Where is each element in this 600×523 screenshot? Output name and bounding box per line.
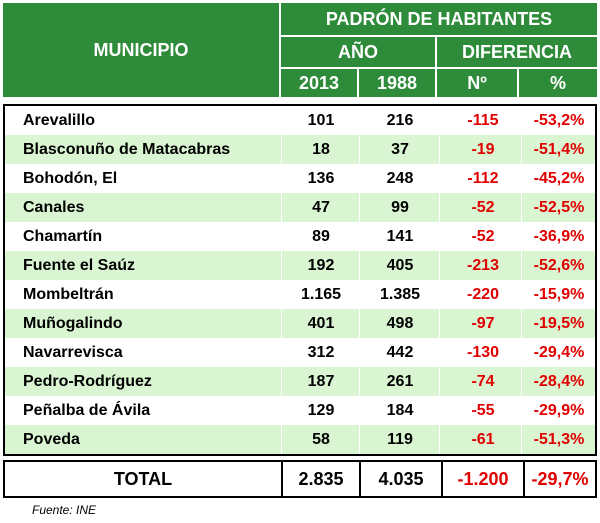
value-2013: 101 <box>307 111 335 129</box>
table-row: Poveda 58 119 -61 -51,3% <box>5 425 595 454</box>
value-2013: 18 <box>312 140 330 158</box>
municipio-name: Blasconuño de Matacabras <box>23 140 231 158</box>
header-1988: 1988 <box>376 72 418 93</box>
difference-number: -112 <box>467 169 499 187</box>
difference-percent: -52,5% <box>533 198 585 216</box>
header-municipio: MUNICIPIO <box>93 39 189 60</box>
difference-number: -97 <box>471 314 495 332</box>
table-row: Pedro-Rodríguez 187 261 -74 -28,4% <box>5 367 595 396</box>
header-2013: 2013 <box>298 72 340 93</box>
total-row: TOTAL 2.835 4.035 -1.200 -29,7% <box>3 460 597 498</box>
table-row: Bohodón, El 136 248 -112 -45,2% <box>5 164 595 193</box>
value-1988: 248 <box>386 169 414 187</box>
header-anio: AÑO <box>338 41 378 62</box>
table-body: Arevalillo 101 216 -115 -53,2% Blasconuño de … <box>3 104 597 456</box>
header-num: Nº <box>467 72 487 93</box>
municipio-name: Arevalillo <box>23 111 96 129</box>
municipio-name: Chamartín <box>23 227 103 245</box>
value-2013: 187 <box>307 372 335 390</box>
municipio-name: Navarrevisca <box>23 343 123 361</box>
municipio-name: Peñalba de Ávila <box>23 401 151 419</box>
value-2013: 89 <box>312 227 330 245</box>
difference-number: -130 <box>466 343 500 361</box>
value-1988: 442 <box>386 343 414 361</box>
value-2013: 47 <box>312 198 330 216</box>
municipio-name: Pedro-Rodríguez <box>23 372 152 390</box>
value-1988: 184 <box>386 401 414 419</box>
difference-percent: -51,3% <box>533 430 585 448</box>
table-row: Fuente el Saúz 192 405 -213 -52,6% <box>5 251 595 280</box>
table-header: MUNICIPIO PADRÓN DE HABITANTES AÑO DIFER… <box>3 3 597 97</box>
total-2013: 2.835 <box>281 462 359 496</box>
municipio-name: Bohodón, El <box>23 169 118 187</box>
difference-percent: -52,6% <box>533 256 585 274</box>
value-1988: 37 <box>391 140 409 158</box>
difference-number: -74 <box>471 372 495 390</box>
municipio-name: Mombeltrán <box>23 285 114 303</box>
difference-percent: -53,2% <box>533 111 585 129</box>
difference-percent: -36,9% <box>533 227 585 245</box>
difference-percent: -29,9% <box>533 401 585 419</box>
value-1988: 498 <box>386 314 414 332</box>
difference-percent: -29,4% <box>533 343 585 361</box>
difference-number: -55 <box>471 401 495 419</box>
difference-number: -115 <box>467 111 499 129</box>
table-row: Chamartín 89 141 -52 -36,9% <box>5 222 595 251</box>
difference-percent: -19,5% <box>533 314 585 332</box>
municipio-name: Muñogalindo <box>23 314 123 332</box>
table-row: Mombeltrán 1.165 1.385 -220 -15,9% <box>5 280 595 309</box>
value-2013: 58 <box>312 430 330 448</box>
table-row: Navarrevisca 312 442 -130 -29,4% <box>5 338 595 367</box>
table-row: Arevalillo 101 216 -115 -53,2% <box>5 106 595 135</box>
table-row: Muñogalindo 401 498 -97 -19,5% <box>5 309 595 338</box>
value-2013: 1.165 <box>300 285 342 303</box>
table-row: Blasconuño de Matacabras 18 37 -19 -51,4% <box>5 135 595 164</box>
value-2013: 312 <box>307 343 335 361</box>
header-diferencia: DIFERENCIA <box>461 41 572 62</box>
table-row: Canales 47 99 -52 -52,5% <box>5 193 595 222</box>
value-1988: 119 <box>387 430 413 448</box>
difference-number: -19 <box>471 140 495 158</box>
value-2013: 129 <box>307 401 335 419</box>
municipio-name: Poveda <box>23 430 80 448</box>
difference-number: -52 <box>471 227 495 245</box>
value-2013: 401 <box>307 314 335 332</box>
difference-number: -220 <box>466 285 500 303</box>
value-1988: 141 <box>386 227 414 245</box>
value-1988: 99 <box>391 198 409 216</box>
value-1988: 1.385 <box>379 285 421 303</box>
total-1988: 4.035 <box>359 462 441 496</box>
municipio-name: Canales <box>23 198 85 216</box>
value-1988: 261 <box>386 372 414 390</box>
difference-percent: -51,4% <box>533 140 585 158</box>
difference-percent: -45,2% <box>533 169 585 187</box>
table-row: Peñalba de Ávila 129 184 -55 -29,9% <box>5 396 595 425</box>
difference-number: -61 <box>471 430 495 448</box>
source-note: Fuente: INE <box>32 503 97 517</box>
difference-number: -213 <box>466 256 500 274</box>
total-pct: -29,7% <box>523 462 595 496</box>
value-2013: 192 <box>307 256 335 274</box>
total-label: TOTAL <box>113 468 173 489</box>
difference-percent: -15,9% <box>533 285 585 303</box>
header-pct: % <box>549 72 566 93</box>
municipio-name: Fuente el Saúz <box>23 256 136 274</box>
difference-number: -52 <box>471 198 495 216</box>
header-padron: PADRÓN DE HABITANTES <box>325 8 553 29</box>
value-1988: 216 <box>386 111 414 129</box>
value-1988: 405 <box>386 256 414 274</box>
difference-percent: -28,4% <box>533 372 585 390</box>
total-diff: -1.200 <box>441 462 523 496</box>
value-2013: 136 <box>307 169 335 187</box>
